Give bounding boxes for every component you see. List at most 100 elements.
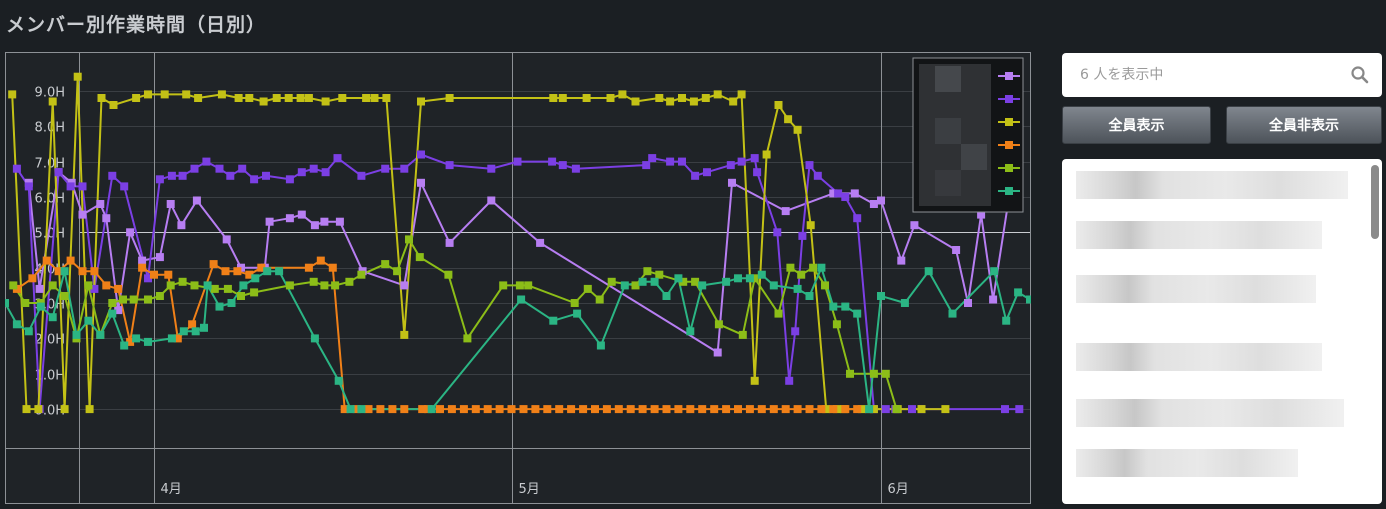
member-item[interactable] [1076,221,1322,249]
data-point [642,161,651,170]
data-point [42,256,51,265]
data-point [35,284,44,293]
data-point [774,309,783,318]
data-point [834,189,843,198]
member-item[interactable] [1076,449,1298,477]
data-point [924,267,933,276]
member-list[interactable] [1062,159,1382,504]
search-icon[interactable] [1350,65,1370,85]
hide-all-button[interactable]: 全員非表示 [1226,106,1382,144]
data-point [952,246,961,254]
data-point [400,405,409,414]
data-point [297,210,306,219]
data-point [191,327,200,336]
data-point [155,253,164,262]
data-point [989,295,998,304]
data-point [96,330,105,339]
data-point [223,284,232,293]
data-point [310,221,319,230]
data-point [722,277,731,286]
data-point [487,196,496,205]
data-point [85,405,94,414]
data-point [487,164,496,173]
data-point [499,281,508,290]
data-point [517,295,526,304]
member-item[interactable] [1076,399,1344,427]
data-point [567,405,576,414]
data-point [102,281,111,290]
member-item[interactable] [1076,171,1348,199]
chart-legend[interactable] [912,57,1024,213]
data-point [262,171,270,180]
data-point [495,405,504,414]
data-point [48,313,57,322]
member-search[interactable] [1062,53,1382,97]
data-point [686,405,695,414]
data-point [132,334,141,343]
data-point [607,277,616,286]
data-point [417,97,425,106]
data-point [977,210,986,219]
data-point [558,161,567,170]
data-point [54,168,63,177]
data-point [182,90,191,99]
data-point [543,405,552,414]
data-point [405,235,413,244]
data-point [573,309,582,318]
data-point [805,405,814,414]
data-point [24,327,33,336]
data-point [750,376,759,385]
data-point [234,94,243,102]
data-point [108,309,117,318]
data-point [233,267,242,276]
data-point [602,405,611,414]
data-point [1002,316,1011,325]
member-name-blurred [1076,343,1322,371]
show-all-button[interactable]: 全員表示 [1062,106,1211,144]
data-point [853,309,862,318]
data-point [84,281,93,290]
data-point [78,182,87,191]
data-point [334,376,343,385]
data-point [155,175,164,184]
data-point [190,281,199,290]
data-point [753,168,762,177]
line-chart: 0.0H 1.0H 2.0H 3.0H 4.0H 5.0H 6.0H 7.0H 8.0H 9.0H… [1,52,1034,504]
data-point [691,277,700,286]
data-point [710,405,719,414]
data-point [376,405,385,414]
data-point [917,405,926,414]
member-item[interactable] [1076,275,1316,303]
data-point [841,405,850,414]
data-point [215,164,224,173]
data-point [178,277,187,286]
data-point [238,164,247,173]
data-point [436,405,444,414]
x-tick-label: 6月 [888,482,909,497]
data-point [335,217,344,226]
data-point [750,154,759,163]
data-point [471,405,480,414]
data-point [108,171,117,180]
data-point [655,270,664,279]
data-point [28,274,37,283]
data-point [662,292,671,300]
member-list-scrollbar[interactable] [1371,165,1379,239]
member-item[interactable] [1076,343,1322,371]
search-input[interactable] [1062,53,1342,97]
data-point [155,292,164,300]
data-point [877,292,885,300]
data-point [579,405,588,414]
x-tick-label: 4月 [161,482,182,497]
data-point [284,94,293,102]
data-point [698,405,707,414]
data-point [447,405,456,414]
data-point [846,369,854,378]
data-point [857,405,866,414]
data-point [60,267,69,276]
data-point [12,164,21,173]
data-point [34,405,43,414]
data-point [166,200,175,208]
data-point [400,164,409,173]
data-point [817,263,826,272]
